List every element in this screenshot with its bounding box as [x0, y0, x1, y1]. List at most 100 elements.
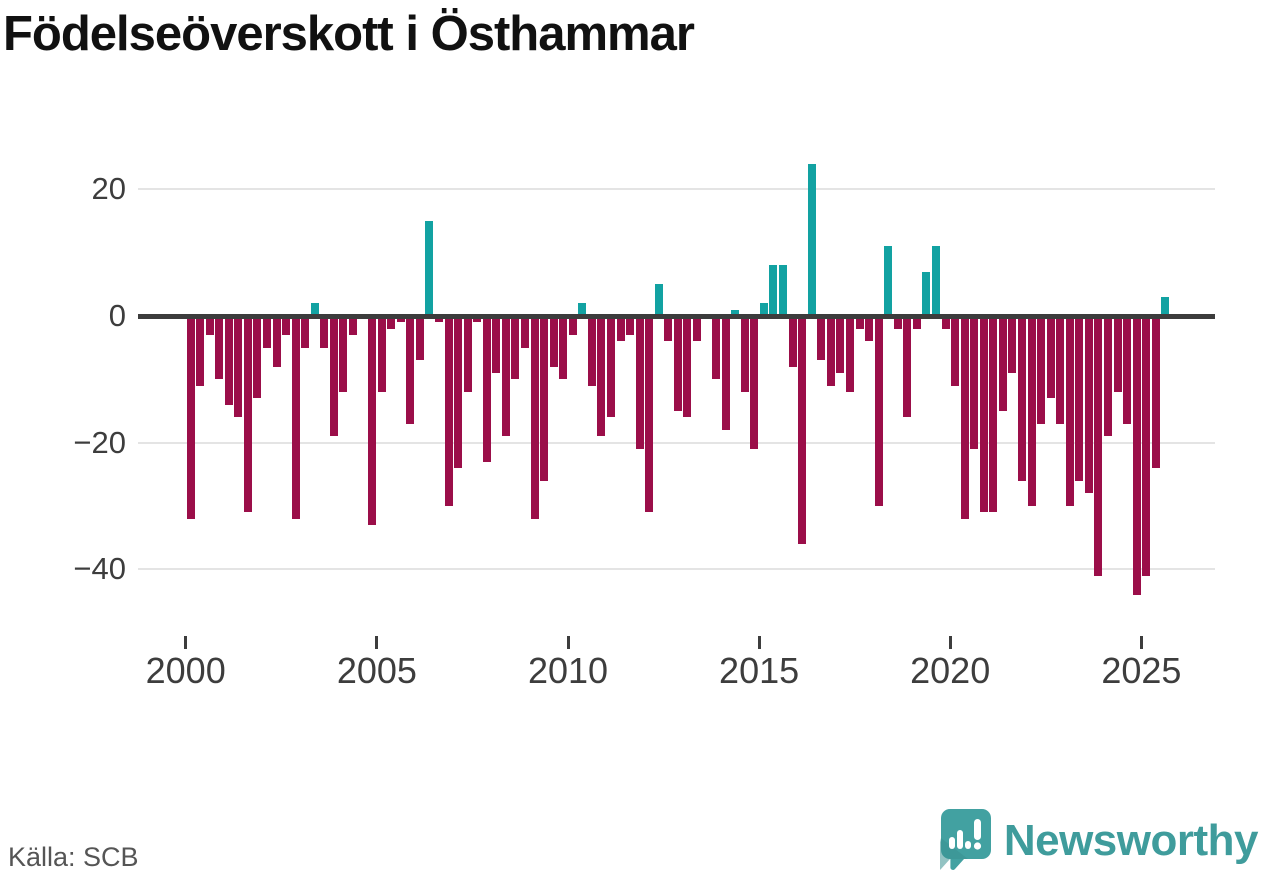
bar-negative — [893, 316, 902, 329]
x-axis-tick-label: 2015 — [719, 650, 800, 691]
bar-negative — [444, 316, 453, 506]
x-axis-tick — [757, 636, 761, 649]
bar-negative — [482, 316, 491, 462]
bar-negative — [635, 316, 644, 449]
bar-negative — [511, 316, 520, 380]
zero-axis-line — [138, 313, 1215, 319]
bar-negative — [368, 316, 377, 525]
bar-positive — [922, 271, 931, 316]
bar-negative — [521, 316, 529, 348]
bar-negative — [979, 316, 988, 513]
bar-negative — [750, 316, 759, 449]
x-axis-tick-label: 2025 — [1101, 650, 1182, 691]
bar-negative — [339, 316, 348, 392]
bar-negative — [903, 316, 912, 418]
bar-positive — [731, 309, 740, 316]
bar-negative — [530, 316, 539, 519]
bar-negative — [1094, 316, 1103, 576]
y-axis-tick-label: −20 — [73, 424, 126, 460]
bar-negative — [616, 316, 625, 342]
bar-negative — [817, 316, 826, 361]
bar-negative — [1056, 316, 1065, 424]
x-axis-tick — [1139, 636, 1143, 649]
bar-negative — [845, 316, 854, 392]
bar-negative — [435, 316, 443, 323]
bar-negative — [253, 316, 262, 399]
bar-negative — [836, 316, 845, 373]
x-axis-tick-label: 2000 — [145, 650, 226, 691]
bar-negative — [282, 316, 291, 335]
chart-title: Födelseöverskott i Östhammar — [3, 7, 695, 61]
bar-positive — [779, 265, 787, 316]
bar-positive — [310, 303, 319, 316]
bar-negative — [607, 316, 615, 418]
bar-negative — [186, 316, 195, 519]
bar-positive — [769, 265, 778, 316]
bar-positive — [759, 303, 768, 316]
bar-negative — [559, 316, 568, 380]
bar-negative — [693, 316, 701, 342]
bar-negative — [597, 316, 606, 437]
bar-negative — [626, 316, 635, 335]
bar-negative — [463, 316, 472, 392]
bar-negative — [673, 316, 682, 411]
y-axis-tick-label: −40 — [73, 551, 126, 587]
bar-negative — [874, 316, 883, 506]
bar-negative — [1151, 316, 1160, 468]
bar-negative — [243, 316, 252, 513]
bar-negative — [721, 316, 730, 430]
x-axis-tick — [948, 636, 952, 649]
source-text: Källa: SCB — [8, 842, 139, 872]
bar-negative — [664, 316, 673, 342]
y-gridline — [138, 441, 1215, 444]
bar-negative — [712, 316, 721, 380]
bar-negative — [492, 316, 501, 373]
bar-negative — [826, 316, 835, 386]
bar-positive — [1161, 297, 1170, 316]
bar-negative — [454, 316, 463, 468]
newsworthy-logo: Newsworthy — [935, 808, 1259, 874]
y-gridline — [138, 188, 1215, 191]
bar-negative — [912, 316, 921, 329]
bar-positive — [931, 246, 940, 316]
bar-negative — [989, 316, 998, 513]
bar-negative — [798, 316, 807, 544]
bar-negative — [291, 316, 300, 519]
bar-negative — [349, 316, 357, 335]
bar-negative — [1123, 316, 1131, 424]
bar-negative — [320, 316, 329, 348]
bar-negative — [387, 316, 396, 329]
bar-negative — [501, 316, 510, 437]
bar-negative — [549, 316, 558, 367]
bar-negative — [196, 316, 205, 386]
bar-negative — [1103, 316, 1112, 437]
bar-negative — [415, 316, 424, 361]
x-axis-tick — [184, 636, 188, 649]
bar-negative — [329, 316, 338, 437]
x-axis-tick-label: 2010 — [527, 650, 609, 691]
bar-negative — [587, 316, 596, 386]
bar-negative — [1037, 316, 1045, 424]
bar-negative — [406, 316, 415, 424]
x-axis-tick-label: 2020 — [910, 650, 991, 691]
y-axis-tick-label: 0 — [108, 298, 126, 333]
bar-negative — [1046, 316, 1055, 399]
bar-negative — [301, 316, 310, 348]
bar-negative — [941, 316, 950, 329]
bar-negative — [788, 316, 797, 367]
y-gridline — [138, 568, 1215, 571]
bar-negative — [998, 316, 1007, 411]
x-axis-tick-label: 2005 — [336, 650, 417, 691]
bar-negative — [1132, 316, 1141, 595]
bar-negative — [683, 316, 692, 418]
bar-positive — [425, 221, 434, 317]
x-axis-tick — [375, 636, 379, 649]
bar-negative — [1142, 316, 1151, 576]
bar-negative — [740, 316, 749, 392]
bar-negative — [540, 316, 549, 481]
bar-negative — [272, 316, 281, 367]
bar-negative — [951, 316, 959, 386]
bar-negative — [377, 316, 386, 392]
